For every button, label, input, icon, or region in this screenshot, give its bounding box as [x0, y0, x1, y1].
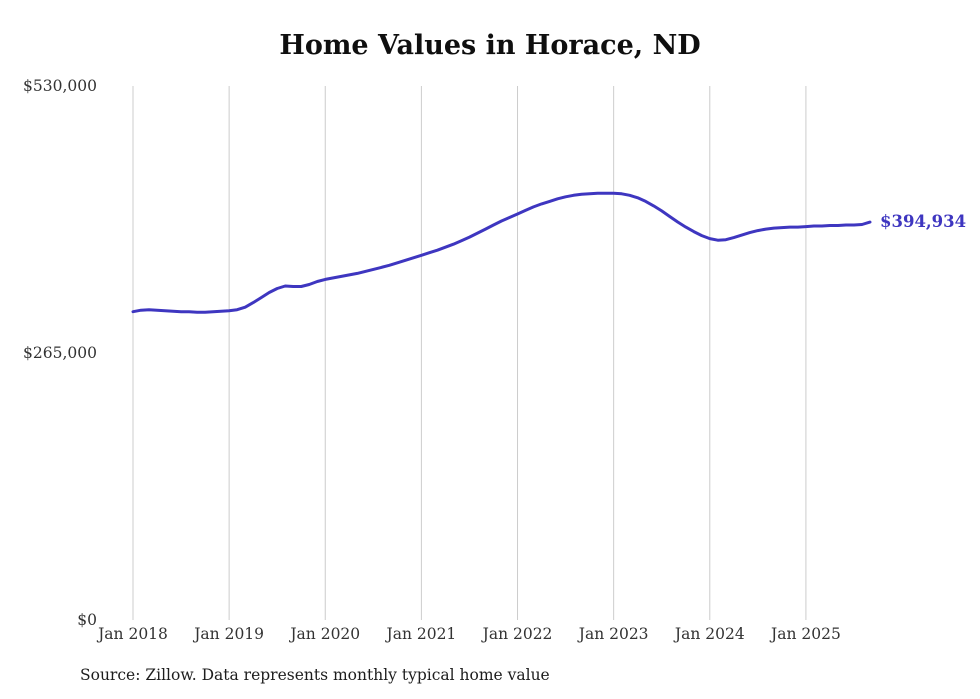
x-axis-tick-label: Jan 2023 — [578, 625, 649, 643]
y-axis-tick-label: $530,000 — [23, 77, 97, 95]
x-axis-tick-label: Jan 2021 — [386, 625, 457, 643]
chart-title: Home Values in Horace, ND — [279, 30, 701, 61]
x-axis-tick-label: Jan 2022 — [482, 625, 553, 643]
x-axis-tick-label: Jan 2025 — [771, 625, 841, 643]
y-axis-tick-label: $265,000 — [23, 344, 97, 362]
x-axis-tick-label: Jan 2020 — [290, 625, 361, 643]
y-axis-tick-label: $0 — [77, 611, 97, 629]
x-axis-tick-label: Jan 2019 — [194, 625, 265, 643]
final-value-label: $394,934 — [880, 212, 967, 232]
source-note: Source: Zillow. Data represents monthly … — [80, 666, 550, 684]
x-axis-tick-label: Jan 2018 — [98, 625, 168, 643]
home-value-line — [131, 191, 872, 314]
x-axis-tick-label: Jan 2024 — [674, 625, 745, 643]
